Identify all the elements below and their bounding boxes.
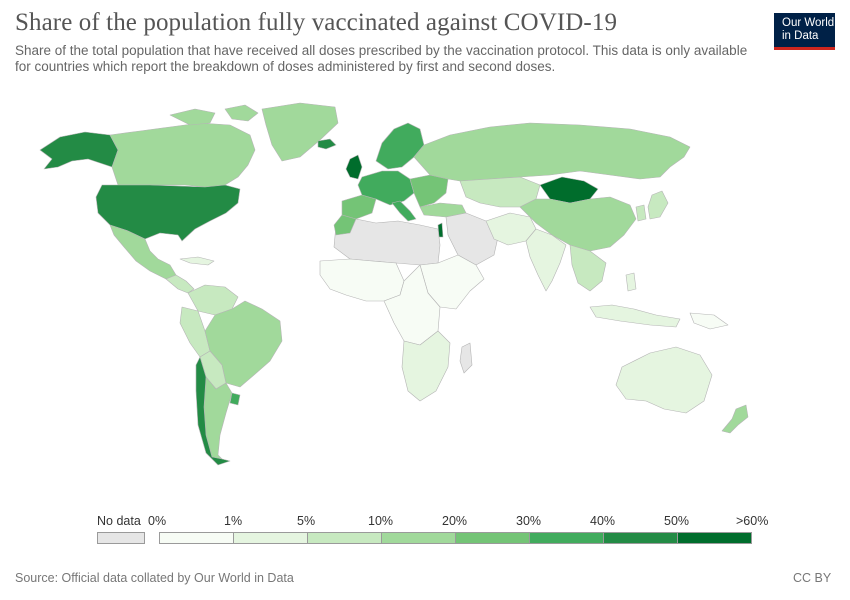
legend-swatch-20-30[interactable]: [455, 532, 530, 544]
world-map-svg: [39, 102, 749, 466]
legend-swatch-0-1[interactable]: [159, 532, 234, 544]
region-madagascar[interactable]: [459, 342, 473, 374]
region-usa[interactable]: [95, 184, 241, 242]
legend-tick-5: 5%: [297, 514, 316, 528]
region-eastern-europe[interactable]: [409, 174, 449, 208]
region-southeast-asia[interactable]: [569, 244, 607, 292]
legend-tick-40: 40%: [590, 514, 616, 528]
logo-line-2: in Data: [782, 30, 819, 42]
region-uruguay[interactable]: [229, 392, 241, 406]
legend-tick-0: 0%: [148, 514, 167, 528]
legend-tick-10: 10%: [368, 514, 394, 528]
region-new-zealand[interactable]: [721, 404, 749, 434]
map-legend: No data 0% 1% 5% 10% 20% 30% 40% 50% >60…: [0, 510, 850, 550]
logo-line-1: Our World: [782, 17, 835, 29]
region-iceland[interactable]: [317, 138, 337, 150]
region-alaska[interactable]: [39, 131, 119, 170]
region-papua[interactable]: [689, 312, 729, 330]
region-australia[interactable]: [615, 346, 713, 414]
region-japan[interactable]: [647, 190, 669, 220]
region-russia[interactable]: [413, 122, 691, 182]
owid-logo[interactable]: Our World in Data: [774, 13, 835, 50]
region-scandinavia[interactable]: [375, 122, 425, 170]
legend-tick-30: 30%: [516, 514, 542, 528]
region-caribbean[interactable]: [179, 256, 215, 266]
region-korea[interactable]: [635, 204, 647, 222]
region-central-asia[interactable]: [459, 176, 541, 208]
legend-swatch-10-20[interactable]: [381, 532, 456, 544]
legend-swatch-30-40[interactable]: [529, 532, 604, 544]
legend-swatch-5-10[interactable]: [307, 532, 382, 544]
region-morocco[interactable]: [333, 214, 357, 236]
legend-swatch-50-60[interactable]: [677, 532, 752, 544]
legend-tick-20: 20%: [442, 514, 468, 528]
region-italy[interactable]: [391, 200, 417, 222]
world-map[interactable]: [0, 95, 850, 495]
region-indonesia[interactable]: [589, 272, 681, 328]
region-chile[interactable]: [195, 356, 231, 466]
region-arctic-islands[interactable]: [169, 104, 259, 126]
region-central-america[interactable]: [165, 274, 195, 294]
legend-tick-1: 1%: [224, 514, 243, 528]
source-note[interactable]: Source: Official data collated by Our Wo…: [15, 571, 294, 585]
region-west-africa[interactable]: [319, 258, 405, 302]
chart-title: Share of the population fully vaccinated…: [15, 9, 618, 36]
region-china[interactable]: [519, 196, 637, 252]
region-central-africa[interactable]: [383, 264, 441, 346]
legend-tick-60: >60%: [736, 514, 769, 528]
license-link[interactable]: CC BY: [793, 571, 832, 585]
legend-swatch-40-50[interactable]: [603, 532, 678, 544]
region-greenland[interactable]: [261, 102, 339, 162]
legend-no-data-swatch[interactable]: [97, 532, 145, 544]
region-uk[interactable]: [345, 154, 363, 180]
region-middle-east[interactable]: [445, 212, 499, 266]
region-southern-africa[interactable]: [401, 330, 451, 402]
legend-swatch-1-5[interactable]: [233, 532, 308, 544]
region-canada[interactable]: [109, 122, 256, 188]
region-iberia[interactable]: [341, 194, 377, 220]
region-india[interactable]: [525, 228, 567, 292]
legend-no-data-label: No data: [97, 514, 141, 528]
region-north-south-america[interactable]: [187, 284, 239, 316]
region-western-europe[interactable]: [357, 170, 415, 206]
chart-subtitle: Share of the total population that have …: [15, 43, 748, 74]
legend-tick-50: 50%: [664, 514, 690, 528]
